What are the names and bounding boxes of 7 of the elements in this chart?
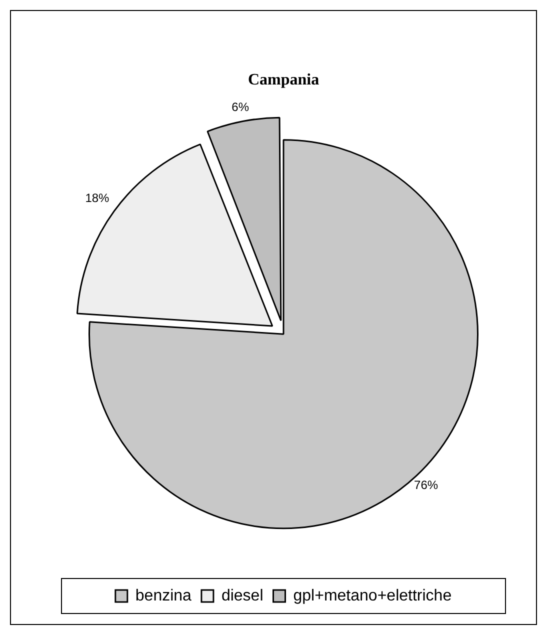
chart-title: Campania <box>248 72 320 89</box>
legend-label: diesel <box>221 587 264 604</box>
data-label: 6% <box>232 100 250 114</box>
legend-label: gpl+metano+elettriche <box>293 587 452 604</box>
data-label: 76% <box>414 478 438 492</box>
legend-label: benzina <box>135 587 192 604</box>
data-label: 18% <box>85 191 110 206</box>
